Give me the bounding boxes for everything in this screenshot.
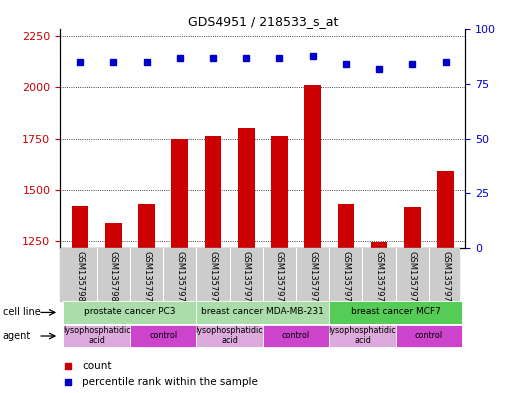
- Text: GSM1357980: GSM1357980: [76, 251, 85, 307]
- Bar: [329, 301, 462, 323]
- Bar: [130, 325, 196, 347]
- Text: control: control: [415, 331, 443, 340]
- Text: GSM1357973: GSM1357973: [242, 251, 251, 308]
- Text: control: control: [282, 331, 310, 340]
- Text: lysophosphatidic
acid: lysophosphatidic acid: [196, 326, 264, 345]
- Text: control: control: [149, 331, 177, 340]
- Bar: [172, 138, 188, 248]
- Bar: [304, 85, 321, 248]
- Text: agent: agent: [3, 331, 31, 341]
- Text: lysophosphatidic
acid: lysophosphatidic acid: [63, 326, 131, 345]
- Bar: [371, 242, 388, 248]
- Text: GSM1357978: GSM1357978: [142, 251, 151, 308]
- Text: GSM1357974: GSM1357974: [408, 251, 417, 307]
- Text: lysophosphatidic
acid: lysophosphatidic acid: [328, 326, 396, 345]
- Text: percentile rank within the sample: percentile rank within the sample: [83, 377, 258, 387]
- Bar: [329, 325, 396, 347]
- Text: breast cancer MDA-MB-231: breast cancer MDA-MB-231: [201, 307, 324, 316]
- Bar: [396, 325, 462, 347]
- Text: GSM1357972: GSM1357972: [209, 251, 218, 307]
- Bar: [72, 206, 88, 248]
- Bar: [404, 208, 420, 248]
- Bar: [63, 325, 130, 347]
- Bar: [196, 301, 329, 323]
- Text: GSM1357981: GSM1357981: [109, 251, 118, 307]
- Bar: [63, 301, 196, 323]
- Text: count: count: [83, 362, 112, 371]
- Bar: [204, 136, 221, 248]
- Title: GDS4951 / 218533_s_at: GDS4951 / 218533_s_at: [188, 15, 338, 28]
- Text: GSM1357970: GSM1357970: [275, 251, 284, 307]
- Bar: [337, 204, 354, 248]
- Bar: [263, 325, 329, 347]
- Text: breast cancer MCF7: breast cancer MCF7: [351, 307, 441, 316]
- Bar: [437, 171, 454, 248]
- Text: GSM1357977: GSM1357977: [374, 251, 383, 308]
- Text: cell line: cell line: [3, 307, 40, 318]
- Text: prostate cancer PC3: prostate cancer PC3: [84, 307, 176, 316]
- Bar: [105, 223, 122, 248]
- Text: GSM1357976: GSM1357976: [342, 251, 350, 308]
- Bar: [271, 136, 288, 248]
- Bar: [138, 204, 155, 248]
- Bar: [238, 128, 255, 248]
- Bar: [196, 325, 263, 347]
- Text: GSM1357975: GSM1357975: [441, 251, 450, 307]
- Text: GSM1357979: GSM1357979: [175, 251, 184, 307]
- Text: GSM1357971: GSM1357971: [308, 251, 317, 307]
